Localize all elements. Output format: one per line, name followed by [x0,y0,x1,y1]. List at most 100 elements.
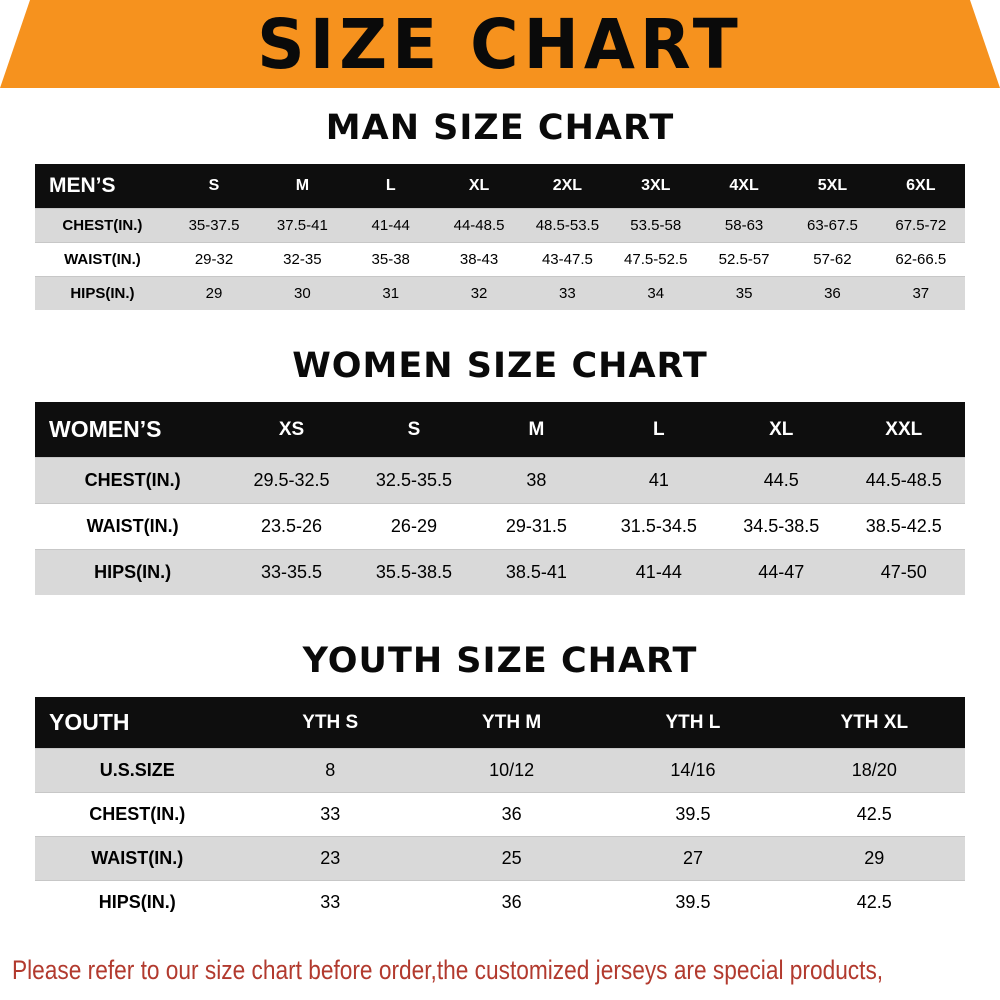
footer-note: Please refer to our size chart before or… [12,954,1000,1000]
table-row: HIPS(IN.) 33 36 39.5 42.5 [35,880,965,924]
measure-value-cell: 29.5-32.5 [253,470,330,490]
measure-value-cell: 37 [912,285,930,302]
measure-value-cell: 29 [205,285,223,302]
measure-value-cell: 38-43 [459,251,499,268]
measure-value-cell: 27 [682,848,703,868]
measure-value-cell: 37.5-41 [276,217,328,234]
measure-value-cell: 41 [648,470,669,490]
measure-value-cell: 41-44 [635,562,682,582]
measure-value-cell: 35-37.5 [188,217,240,234]
table-header-row: YOUTH YTH S YTH M YTH L YTH XL [35,697,965,749]
footer-note-line1: Please refer to our size chart before or… [12,955,884,985]
measure-value-cell: 31 [382,285,400,302]
measure-value-cell: 39.5 [675,892,711,912]
measure-value-cell: 38 [526,470,547,490]
measure-value-cell: 41-44 [371,217,410,234]
size-column-header: M [258,164,347,209]
measure-label-cell: CHEST(IN.) [84,470,181,490]
measure-value-cell: 35 [735,285,753,302]
measure-value-cell: 36 [501,892,522,912]
measure-label-cell: U.S.SIZE [99,760,175,780]
measure-value-cell: 36 [824,285,841,302]
size-column-header: 3XL [611,164,700,209]
measure-value-cell: 26-29 [390,516,437,536]
measure-value-cell: 14/16 [670,760,716,780]
measure-value-cell: 39.5 [675,804,711,824]
men-section-heading: MAN SIZE CHART [325,108,675,148]
section-youth: YOUTH SIZE CHART YOUTH YTH S YTH M YTH L YTH… [0,641,1000,924]
measure-value-cell: 52.5-57 [718,251,770,268]
measure-value-cell: 38.5-42.5 [865,516,942,536]
measure-value-cell: 48.5-53.5 [535,217,600,234]
measure-value-cell: 29 [864,848,885,868]
size-column-header: L [346,164,435,209]
measure-value-cell: 63-67.5 [806,217,858,234]
measure-value-cell: 25 [501,848,522,868]
measure-value-cell: 53.5-58 [630,217,682,234]
banner: SIZE CHART [0,0,1000,88]
size-column-header: XXL [842,402,965,458]
women-size-table: WOMEN’S XS S M L XL XXL CHEST(IN.) 29.5-32.5 32.5… [35,402,965,595]
size-column-header: 4XL [699,164,789,209]
table-row: U.S.SIZE 8 10/12 14/16 18/20 [35,748,965,793]
size-column-header: S [352,402,476,458]
measure-label-cell: WAIST(IN.) [64,251,141,268]
measure-value-cell: 35.5-38.5 [375,562,452,582]
size-column-header: XL [434,164,524,209]
size-column-header: 6XL [876,164,965,209]
measure-label-cell: WAIST(IN.) [91,848,184,868]
measure-label-cell: HIPS(IN.) [98,892,176,912]
measure-value-cell: 32-35 [283,251,322,268]
measure-label-cell: CHEST(IN.) [89,804,186,824]
measure-value-cell: 32 [470,285,488,302]
table-title-cell: MEN’S [35,164,170,209]
table-header-row: MEN’S S M L XL 2XL 3XL 4XL 5XL 6XL [35,164,965,209]
size-column-header: YTH M [420,697,603,749]
measure-value-cell: 44.5-48.5 [865,470,942,490]
women-section-heading: WOMEN SIZE CHART [292,346,708,386]
measure-value-cell: 18/20 [851,760,897,780]
measure-label-cell: HIPS(IN.) [70,285,135,302]
measure-value-cell: 42.5 [856,804,892,824]
table-row: HIPS(IN.) 29 30 31 32 33 34 35 36 37 [35,276,965,310]
table-row: CHEST(IN.) 29.5-32.5 32.5-35.5 38 41 44.5 44.5… [35,457,965,504]
size-column-header: XS [230,402,353,458]
measure-value-cell: 62-66.5 [895,251,947,268]
measure-value-cell: 58-63 [724,217,764,234]
size-column-header: YTH L [602,697,784,749]
measure-label-cell: WAIST(IN.) [86,516,179,536]
measure-label-cell: HIPS(IN.) [94,562,172,582]
size-column-header: L [597,402,721,458]
measure-value-cell: 38.5-41 [505,562,567,582]
measure-value-cell: 43-47.5 [541,251,593,268]
measure-value-cell: 47.5-52.5 [624,251,688,268]
measure-value-cell: 29-32 [194,251,234,268]
footer-note-line2: we don’t accept cancel, change, teturn o… [12,996,842,1000]
size-column-header: S [169,164,259,209]
table-header-row: WOMEN’S XS S M L XL XXL [35,402,965,458]
measure-value-cell: 33 [559,285,576,302]
measure-value-cell: 23 [320,848,341,868]
table-title-cell: WOMEN’S [35,402,231,458]
table-row: WAIST(IN.) 23 25 27 29 [35,836,965,881]
measure-value-cell: 23.5-26 [260,516,323,536]
measure-value-cell: 10/12 [489,760,535,780]
table-row: WAIST(IN.) 23.5-26 26-29 29-31.5 31.5-34.5 34… [35,503,965,550]
size-column-header: 2XL [523,164,612,209]
measure-value-cell: 42.5 [856,892,892,912]
section-women: WOMEN SIZE CHART WOMEN’S XS S M L XL XXL CHEST(… [0,346,1000,595]
measure-value-cell: 29-31.5 [505,516,567,536]
measure-value-cell: 30 [294,285,311,302]
measure-value-cell: 44.5 [763,470,799,490]
measure-value-cell: 57-62 [813,251,852,268]
measure-value-cell: 47-50 [880,562,927,582]
youth-size-table: YOUTH YTH S YTH M YTH L YTH XL U.S.SIZE 8 10/12… [35,697,965,924]
measure-value-cell: 32.5-35.5 [375,470,452,490]
table-row: CHEST(IN.) 33 36 39.5 42.5 [35,792,965,837]
table-title-cell: YOUTH [35,697,240,749]
table-row: CHEST(IN.) 35-37.5 37.5-41 41-44 44-48.5 48.5… [35,208,965,243]
measure-value-cell: 33-35.5 [260,562,323,582]
size-column-header: M [475,402,598,458]
measure-value-cell: 36 [501,804,522,824]
size-column-header: YTH XL [783,697,965,749]
